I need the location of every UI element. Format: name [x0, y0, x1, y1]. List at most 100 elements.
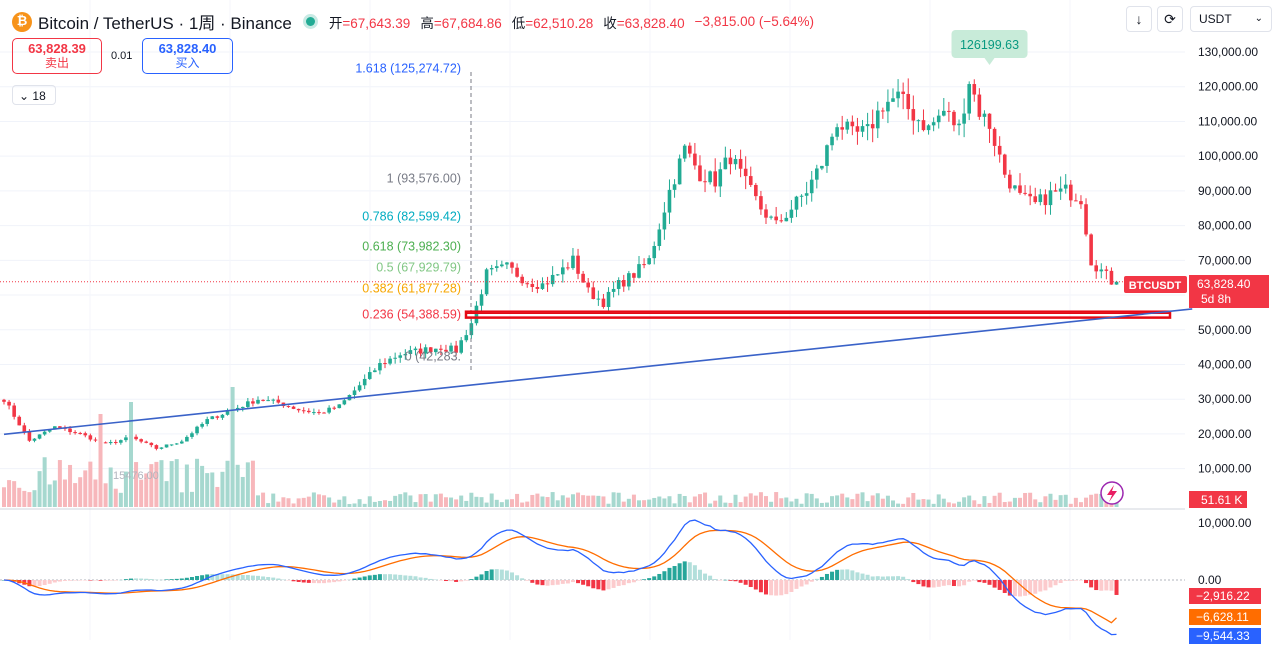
macd-histogram-bar	[408, 575, 413, 580]
volume-bar	[946, 502, 951, 507]
candle	[799, 195, 804, 197]
volume-bar	[1089, 494, 1094, 507]
candle	[103, 442, 108, 444]
symbol-row: ₿ Bitcoin / TetherUS · 1周 · Binance 开=67…	[12, 9, 814, 34]
volume-bar	[347, 503, 352, 507]
indicators-toggle[interactable]: ⌄ 18	[12, 85, 56, 105]
macd-histogram-bar	[327, 580, 332, 583]
macd-histogram-bar	[819, 576, 824, 580]
volume-bar	[73, 483, 78, 507]
buy-button[interactable]: 63,828.40 买入	[142, 38, 233, 74]
currency-select[interactable]: USDT ⌄	[1190, 6, 1272, 32]
macd-histogram-bar	[184, 577, 189, 580]
macd-histogram-bar	[921, 580, 926, 587]
macd-histogram-bar	[372, 574, 377, 580]
macd-histogram-bar	[240, 575, 245, 580]
macd-histogram-bar	[718, 580, 723, 581]
candle	[1074, 200, 1078, 202]
bitcoin-logo-icon[interactable]: ₿	[12, 11, 32, 32]
macd-histogram-bar	[1043, 580, 1048, 591]
macd-histogram-bar	[57, 580, 62, 582]
macd-histogram-bar	[1109, 580, 1114, 591]
candle	[200, 423, 204, 427]
volume-bar	[32, 490, 37, 507]
sell-button[interactable]: 63,828.39 卖出	[12, 38, 102, 74]
candle	[525, 283, 530, 285]
support-zone[interactable]	[464, 310, 1172, 319]
candle	[235, 407, 240, 410]
candle	[119, 440, 123, 443]
candle	[1099, 269, 1104, 272]
macd-value-tag	[1189, 628, 1261, 644]
candle	[1094, 265, 1098, 272]
candle	[398, 355, 403, 358]
fib-level-label: 0.382 (61,877.28)	[362, 282, 461, 296]
volume-bar	[555, 500, 560, 507]
macd-histogram-bar	[388, 574, 393, 580]
candle	[1058, 188, 1063, 192]
macd-histogram-bar	[383, 574, 387, 580]
volume-bar	[179, 492, 184, 507]
volume-bar	[479, 497, 484, 507]
candle	[88, 435, 93, 440]
volume-bar	[281, 497, 286, 507]
candle	[550, 274, 555, 285]
refresh-button[interactable]: ⟳	[1157, 6, 1183, 32]
macd-histogram-bar	[1053, 580, 1058, 586]
macd-histogram-bar	[743, 580, 748, 585]
macd-histogram-bar	[459, 580, 464, 582]
candle	[855, 126, 860, 132]
macd-histogram-bar	[774, 580, 779, 596]
macd-histogram-bar	[62, 580, 67, 581]
download-button[interactable]: ↓	[1126, 6, 1152, 32]
sell-price: 63,828.39	[28, 41, 86, 56]
volume-bar	[159, 460, 164, 507]
volume-bar	[631, 494, 636, 507]
volume-bar	[713, 500, 718, 507]
macd-histogram-bar	[962, 580, 967, 586]
y-tick-label: 80,000.00	[1198, 219, 1252, 233]
candle	[606, 291, 611, 307]
volume-bar	[256, 495, 260, 507]
volume-bar	[1078, 502, 1083, 507]
volume-bar	[372, 501, 377, 507]
candle	[1114, 281, 1119, 285]
macd-histogram-bar	[1084, 580, 1089, 584]
candle	[58, 426, 62, 428]
macd-histogram-bar	[586, 580, 591, 587]
candle	[723, 157, 728, 170]
symbol-title[interactable]: Bitcoin / TetherUS · 1周 · Binance	[38, 14, 292, 33]
candle	[682, 145, 687, 159]
candle	[256, 399, 260, 404]
macd-histogram-bar	[652, 576, 657, 580]
volume-bar	[626, 498, 631, 507]
macd-histogram-bar	[911, 580, 916, 583]
candle	[1043, 194, 1048, 206]
volume-bar	[621, 501, 626, 507]
macd-histogram-bar	[179, 578, 184, 580]
macd-histogram-bar	[657, 573, 662, 580]
trendline[interactable]	[3, 308, 1193, 436]
macd-histogram-bar	[560, 580, 565, 584]
macd-histogram-bar	[885, 576, 890, 580]
volume-bar	[418, 494, 423, 507]
volume-bar	[250, 460, 255, 507]
macd-histogram-bar	[576, 580, 581, 584]
macd-histogram-bar	[1048, 580, 1053, 588]
volume-bar	[276, 501, 281, 507]
macd-histogram-bar	[835, 569, 840, 580]
volume-bar	[499, 502, 504, 507]
volume-bar	[494, 499, 499, 507]
macd-histogram-bar	[311, 580, 316, 584]
macd-histogram-bar	[591, 580, 596, 589]
volume-bar	[687, 502, 692, 507]
macd-histogram-bar	[205, 574, 210, 580]
volume-bar	[1099, 493, 1104, 507]
candle	[997, 145, 1002, 155]
volume-bar	[7, 480, 12, 507]
candle	[657, 229, 662, 247]
candle	[423, 347, 428, 354]
volume-bar	[540, 496, 545, 507]
macd-y-tick: 0.00	[1198, 573, 1222, 587]
